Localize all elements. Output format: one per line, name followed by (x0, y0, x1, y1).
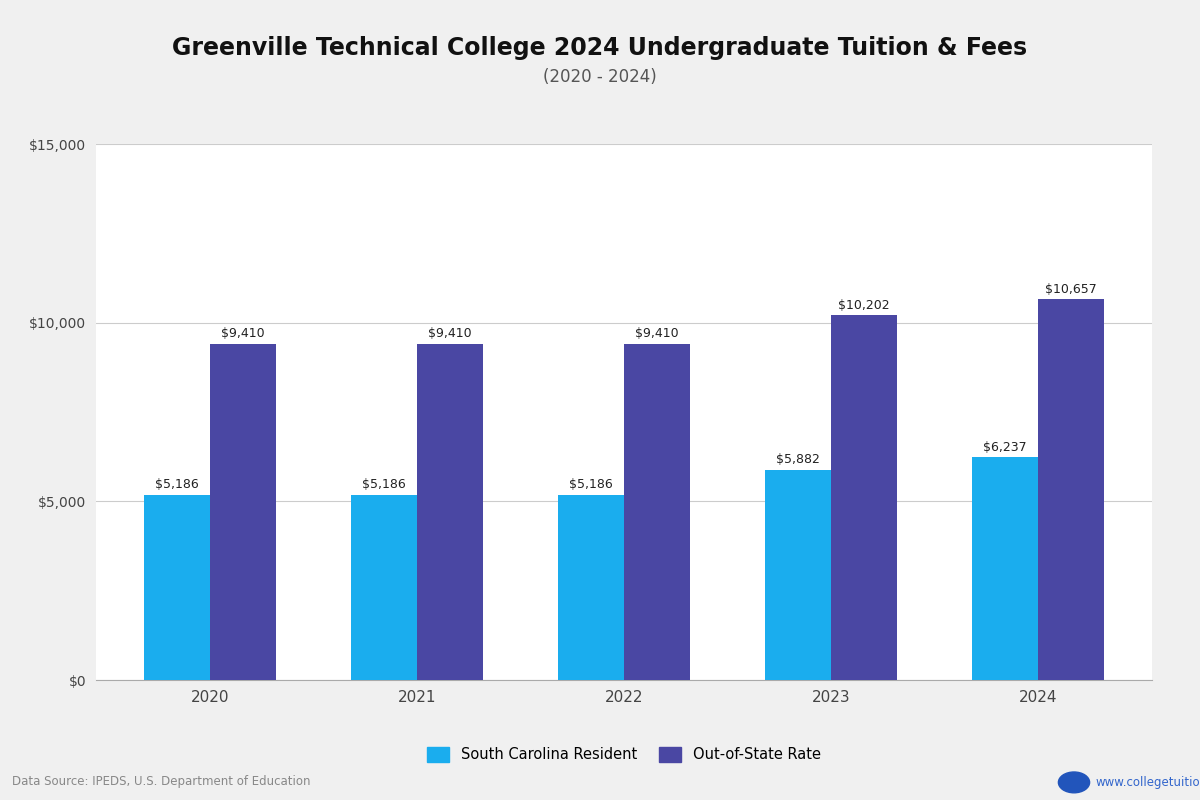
Text: (2020 - 2024): (2020 - 2024) (544, 68, 656, 86)
Bar (144, 494, 210, 680)
Legend: South Carolina Resident, Out-of-State Rate: South Carolina Resident, Out-of-State Ra… (421, 741, 827, 768)
Text: $9,410: $9,410 (428, 327, 472, 340)
Text: www.collegetuitioncompare.com: www.collegetuitioncompare.com (1096, 776, 1200, 789)
Text: $9,410: $9,410 (221, 327, 265, 340)
Bar (350, 494, 416, 680)
Text: Data Source: IPEDS, U.S. Department of Education: Data Source: IPEDS, U.S. Department of E… (12, 775, 311, 788)
Bar (416, 344, 484, 680)
Bar (558, 494, 624, 680)
Bar (764, 470, 832, 680)
Text: $5,882: $5,882 (776, 454, 820, 466)
Bar (1038, 299, 1104, 680)
Text: ctc: ctc (1068, 778, 1080, 787)
Text: $6,237: $6,237 (983, 441, 1027, 454)
Text: $5,186: $5,186 (569, 478, 613, 491)
Bar (210, 344, 276, 680)
Text: $10,657: $10,657 (1045, 282, 1097, 296)
Bar (624, 344, 690, 680)
Text: $5,186: $5,186 (362, 478, 406, 491)
Text: $5,186: $5,186 (155, 478, 199, 491)
Bar (832, 315, 898, 680)
Text: $9,410: $9,410 (635, 327, 679, 340)
Bar (972, 457, 1038, 680)
Text: $10,202: $10,202 (839, 299, 890, 312)
Text: Greenville Technical College 2024 Undergraduate Tuition & Fees: Greenville Technical College 2024 Underg… (173, 36, 1027, 60)
